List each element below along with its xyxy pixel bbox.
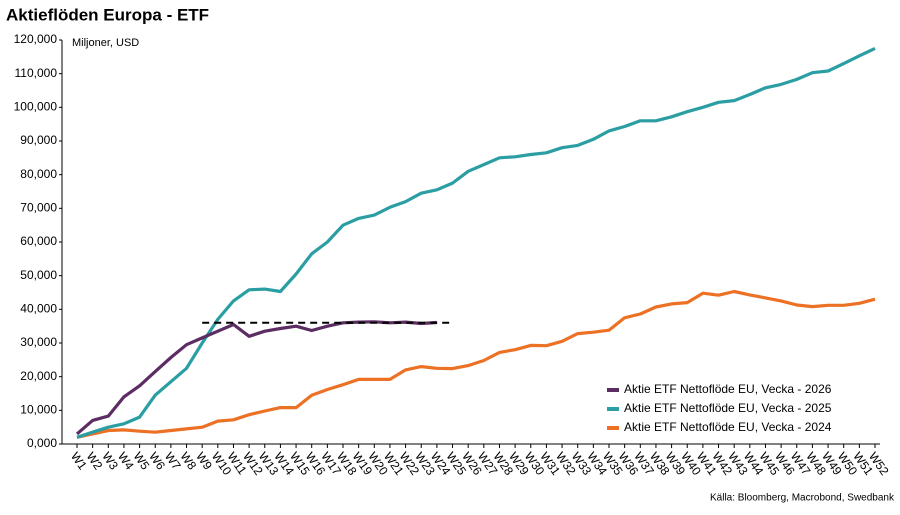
y-tick-label: 30,000: [20, 335, 57, 349]
y-tick-label: 0,000: [27, 436, 57, 450]
chart-title: Aktieflöden Europa - ETF: [6, 5, 209, 24]
series-line: [76, 46, 876, 439]
series-line: [76, 289, 876, 439]
y-tick-label: 100,000: [14, 100, 58, 114]
y-axis-label: Miljoner, USD: [72, 37, 139, 49]
y-tick-label: 40,000: [20, 302, 57, 316]
legend-label: Aktie ETF Nettoflöde EU, Vecka - 2025: [624, 401, 832, 415]
y-tick-label: 110,000: [15, 66, 58, 80]
y-tick-label: 80,000: [20, 167, 57, 181]
y-tick-label: 20,000: [20, 369, 57, 383]
source-note: Källa: Bloomberg, Macrobond, Swedbank: [710, 493, 895, 504]
y-tick-label: 50,000: [20, 268, 57, 282]
y-tick-label: 90,000: [20, 133, 57, 147]
y-tick-label: 120,000: [14, 32, 58, 46]
y-tick-label: 10,000: [20, 403, 57, 417]
legend-label: Aktie ETF Nettoflöde EU, Vecka - 2026: [624, 382, 832, 396]
legend-label: Aktie ETF Nettoflöde EU, Vecka - 2024: [624, 420, 832, 434]
y-tick-label: 60,000: [20, 234, 57, 248]
y-tick-label: 70,000: [20, 201, 57, 215]
